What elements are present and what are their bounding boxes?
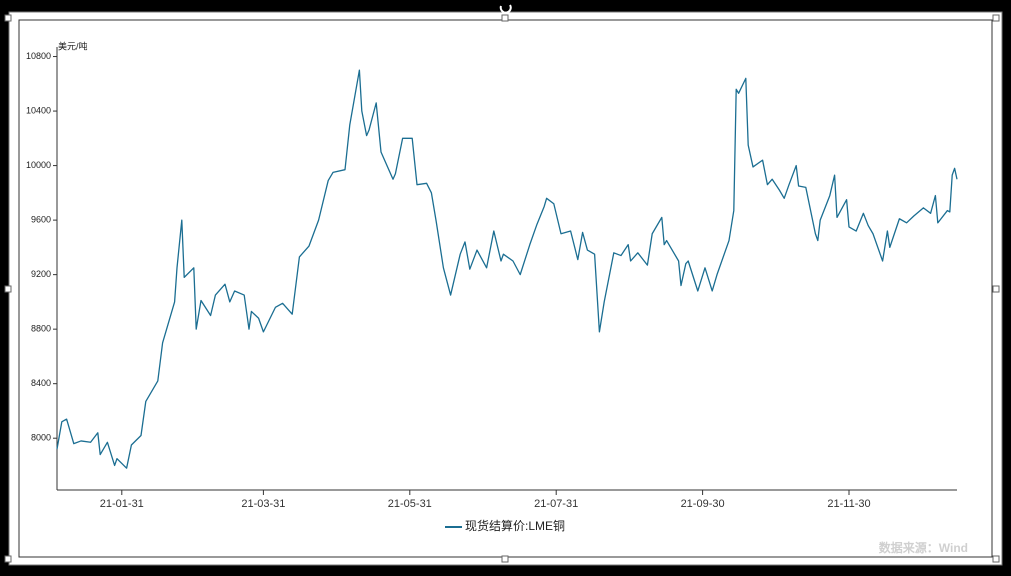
- y-tick-label: 8000: [31, 433, 51, 443]
- x-tick-label: 21-01-31: [100, 498, 144, 510]
- source-note: 数据来源：Wind: [879, 540, 968, 555]
- legend-label: 现货结算价:LME铜: [465, 518, 565, 533]
- selection-handles[interactable]: [4, 14, 1000, 563]
- y-tick-label: 10800: [26, 51, 51, 61]
- x-tick-label: 21-03-31: [241, 498, 285, 510]
- y-tick-label: 8400: [31, 378, 51, 388]
- rotate-handle[interactable]: [499, 4, 512, 14]
- y-tick-label: 9600: [31, 214, 51, 224]
- y-tick-label: 10400: [26, 105, 51, 115]
- x-tick-label: 21-09-30: [681, 498, 725, 510]
- y-tick-label: 9200: [31, 269, 51, 279]
- x-tick-label: 21-05-31: [388, 498, 432, 510]
- x-tick-label: 21-07-31: [534, 498, 578, 510]
- y-tick-label: 10000: [26, 160, 51, 170]
- series-line: [56, 69, 958, 469]
- x-tick-label: 21-11-30: [827, 498, 870, 510]
- y-axis-label: 美元/吨: [58, 40, 88, 51]
- chart-frame: [8, 11, 1003, 566]
- y-tick-label: 8800: [31, 324, 51, 334]
